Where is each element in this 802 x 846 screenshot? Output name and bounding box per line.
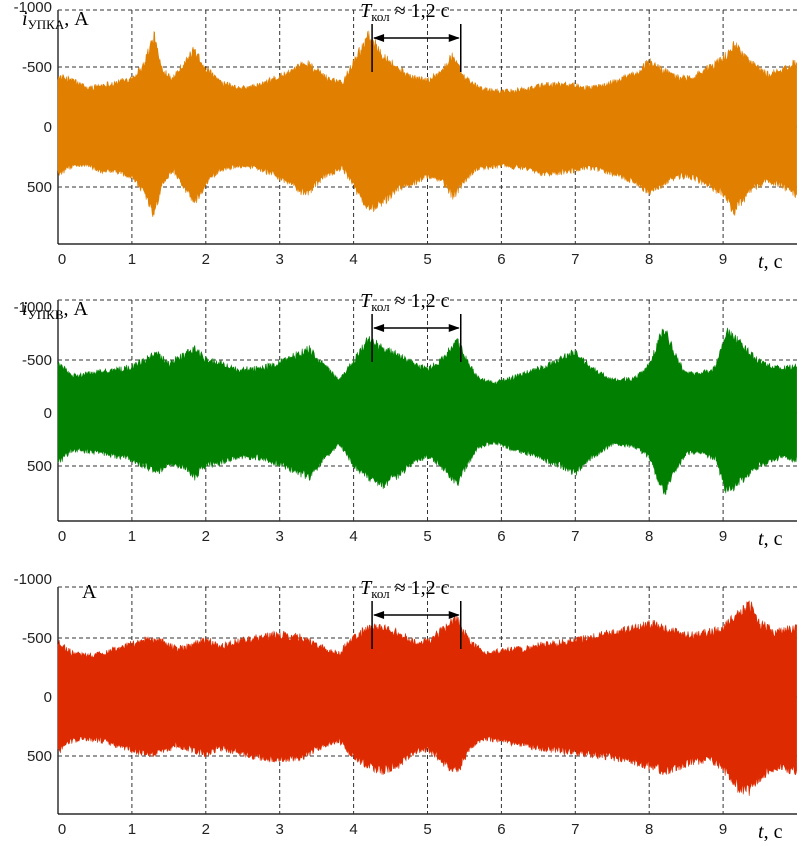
y-axis-label-sub: УПКВ xyxy=(28,307,64,322)
annotation-label-sub: кол xyxy=(371,299,390,314)
y-tick-label: 500 xyxy=(27,458,52,475)
signal-series-1 xyxy=(57,30,797,217)
x-tick-label: 0 xyxy=(58,251,66,268)
y-axis-label: А xyxy=(82,581,97,603)
x-axis-label: t, с xyxy=(758,528,783,550)
x-tick-label: 7 xyxy=(571,251,579,268)
y-axis-label-unit: А xyxy=(82,581,97,603)
x-tick-label: 4 xyxy=(349,528,357,545)
annotation-label-var: T xyxy=(360,290,373,312)
annotation-arrowhead-left xyxy=(373,324,385,332)
x-tick-label: 1 xyxy=(128,528,136,545)
y-tick-label: 500 xyxy=(27,179,52,196)
x-tick-label: 8 xyxy=(645,251,653,268)
x-tick-label: 6 xyxy=(497,528,505,545)
x-tick-label: 0 xyxy=(58,528,66,545)
annotation-label-rest: ≈ 1,2 с xyxy=(390,290,450,312)
x-tick-label: 8 xyxy=(645,821,653,838)
x-axis-label-unit: , с xyxy=(764,528,783,550)
y-axis-label-var: i xyxy=(22,8,28,30)
annotation-arrowhead-left xyxy=(373,34,385,42)
period-annotation: Tкол ≈ 1,2 с xyxy=(360,0,462,72)
x-tick-label: 6 xyxy=(497,821,505,838)
x-tick-label: 2 xyxy=(202,251,210,268)
x-tick-label: 8 xyxy=(645,528,653,545)
annotation-label-rest: ≈ 1,2 с xyxy=(390,577,450,599)
y-axis-label-sub: УПКА xyxy=(28,17,65,32)
x-tick-label: 6 xyxy=(497,251,505,268)
chart-panel-1: 500 0 -500 -1000 0 1 2 3 4 5 6 7 8 9 t, с iУПКА, А Tкол … xyxy=(14,0,797,273)
x-axis-label-var: t xyxy=(758,528,764,550)
x-tick-label: 3 xyxy=(276,251,284,268)
chart-panel-3: 500 0 -500 -1000 0 1 2 3 4 5 6 7 8 9 t, с А Tкол ≈ 1,2 с xyxy=(14,571,797,843)
x-axis-label: t, с xyxy=(758,251,783,273)
annotation-arrowhead-right xyxy=(448,34,460,42)
x-tick-label: 1 xyxy=(128,821,136,838)
x-tick-label: 5 xyxy=(423,821,431,838)
y-axis-label: iУПКВ, А xyxy=(22,298,89,322)
x-axis-label: t, с xyxy=(758,821,783,843)
y-tick-label: -1000 xyxy=(14,299,52,316)
y-axis-label-unit: , А xyxy=(64,298,89,320)
x-tick-label: 9 xyxy=(719,821,727,838)
x-axis-label-unit: , с xyxy=(764,251,783,273)
y-axis-label: iУПКА, А xyxy=(22,8,89,32)
y-tick-label: -500 xyxy=(22,352,52,369)
y-tick-label: 500 xyxy=(27,748,52,765)
period-annotation: Tкол ≈ 1,2 с xyxy=(360,290,462,362)
y-tick-label: 0 xyxy=(44,689,52,706)
annotation-arrowhead-right xyxy=(448,324,460,332)
annotation-arrowhead-left xyxy=(373,611,385,619)
x-tick-label: 7 xyxy=(571,821,579,838)
y-tick-label: -1000 xyxy=(14,571,52,588)
y-tick-label: -500 xyxy=(22,59,52,76)
x-tick-label: 1 xyxy=(128,251,136,268)
annotation-label-var: T xyxy=(360,0,373,22)
annotation-label: Tкол ≈ 1,2 с xyxy=(360,290,450,314)
annotation-arrowhead-right xyxy=(448,611,460,619)
x-axis-label-unit: , с xyxy=(764,821,783,843)
x-tick-label: 7 xyxy=(571,528,579,545)
chart-panel-2: 500 0 -500 -1000 0 1 2 3 4 5 6 7 8 9 t, с iУПКВ, А Tкол … xyxy=(14,290,797,550)
annotation-label-rest: ≈ 1,2 с xyxy=(390,0,450,22)
annotation-label: Tкол ≈ 1,2 с xyxy=(360,577,450,601)
x-tick-label: 2 xyxy=(202,821,210,838)
y-axis-label-unit: , А xyxy=(64,8,89,30)
x-tick-label: 5 xyxy=(423,251,431,268)
x-tick-label: 0 xyxy=(58,821,66,838)
x-tick-label: 5 xyxy=(423,528,431,545)
x-tick-label: 4 xyxy=(349,821,357,838)
y-tick-label: 0 xyxy=(44,405,52,422)
x-tick-label: 3 xyxy=(276,528,284,545)
x-tick-label: 4 xyxy=(349,251,357,268)
y-tick-label: -500 xyxy=(22,630,52,647)
x-axis-label-var: t xyxy=(758,251,764,273)
x-tick-label: 9 xyxy=(719,251,727,268)
annotation-label: Tкол ≈ 1,2 с xyxy=(360,0,450,24)
x-tick-label: 2 xyxy=(202,528,210,545)
period-annotation: Tкол ≈ 1,2 с xyxy=(360,577,462,649)
signal-series-2 xyxy=(57,327,797,495)
y-tick-label: -1000 xyxy=(14,0,52,16)
annotation-label-sub: кол xyxy=(371,586,390,601)
y-tick-label: 0 xyxy=(44,119,52,136)
x-axis-label-var: t xyxy=(758,821,764,843)
x-tick-label: 3 xyxy=(276,821,284,838)
annotation-label-var: T xyxy=(360,577,373,599)
annotation-label-sub: кол xyxy=(371,9,390,24)
x-tick-label: 9 xyxy=(719,528,727,545)
signal-series-3 xyxy=(57,600,797,796)
y-axis-label-var: i xyxy=(22,298,28,320)
